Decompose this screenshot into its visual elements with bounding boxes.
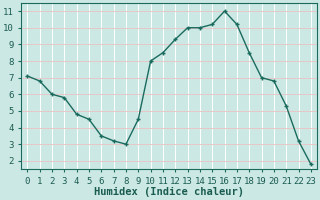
- X-axis label: Humidex (Indice chaleur): Humidex (Indice chaleur): [94, 187, 244, 197]
